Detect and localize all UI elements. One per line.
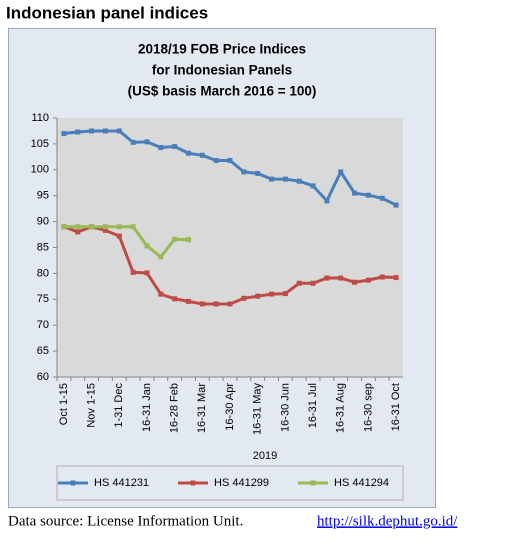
x-tick-label: 16-31 May: [252, 383, 264, 435]
y-tick-label: 90: [37, 216, 49, 228]
data-point: [365, 277, 371, 283]
data-point: [352, 190, 358, 196]
series-line: [63, 225, 189, 259]
chart-title: (US$ basis March 2016 = 100): [128, 84, 317, 99]
data-point: [255, 293, 261, 299]
plot-area: [57, 118, 403, 377]
data-point: [61, 131, 67, 137]
data-point: [158, 291, 164, 297]
x-tick-label: 16-31 Jan: [141, 383, 153, 432]
x-tick-label: 16-30 Apr: [224, 383, 236, 431]
y-tick-label: 110: [31, 112, 49, 124]
data-point: [296, 178, 302, 184]
x-tick-label: 16-31 Aug: [335, 383, 347, 433]
data-point: [172, 296, 178, 302]
legend-marker: [310, 480, 316, 486]
y-tick-label: 60: [37, 371, 49, 383]
x-axis-label: 2019: [253, 450, 277, 462]
data-point: [213, 157, 219, 163]
y-tick-label: 85: [37, 241, 49, 253]
data-point: [144, 139, 150, 145]
data-point: [213, 301, 219, 307]
x-tick-label: 16-30 Jun: [279, 383, 291, 432]
data-point: [324, 275, 330, 281]
x-tick-label: Oct 1-15: [58, 383, 70, 425]
data-point: [227, 301, 233, 307]
data-point: [255, 170, 261, 176]
y-tick-label: 100: [31, 164, 49, 176]
data-point: [158, 254, 164, 260]
data-point: [116, 128, 122, 134]
data-point: [130, 224, 136, 230]
legend-label: HS 441231: [94, 477, 149, 489]
x-tick-label: 16-31 Jul: [307, 383, 319, 428]
data-point: [75, 229, 81, 235]
data-point: [379, 274, 385, 280]
data-point: [172, 143, 178, 149]
data-point: [352, 279, 358, 285]
data-point: [227, 157, 233, 163]
y-tick-label: 105: [31, 138, 49, 150]
y-tick-label: 80: [37, 267, 49, 279]
data-point: [379, 195, 385, 201]
data-point: [310, 183, 316, 189]
x-tick-label: 16-30 sep: [362, 383, 374, 432]
y-tick-label: 65: [37, 345, 49, 357]
data-point: [199, 152, 205, 158]
data-point: [144, 270, 150, 276]
x-tick-label: 16-31 Mar: [196, 383, 208, 433]
data-point: [269, 291, 275, 297]
y-tick-label: 70: [37, 319, 49, 331]
data-point: [241, 295, 247, 301]
data-point: [102, 224, 108, 230]
data-point: [89, 224, 95, 230]
data-point: [393, 275, 399, 281]
legend-marker: [70, 480, 76, 486]
data-point: [296, 280, 302, 286]
legend-marker: [190, 480, 196, 486]
data-point: [365, 192, 371, 198]
data-point: [116, 224, 122, 230]
data-point: [241, 169, 247, 175]
data-point: [185, 237, 191, 243]
data-point: [130, 139, 136, 145]
data-point: [324, 198, 330, 204]
data-point: [393, 202, 399, 208]
data-point: [89, 128, 95, 134]
footer-text: Data source: License Information Unit.: [8, 513, 243, 529]
data-point: [102, 227, 108, 233]
chart-title: for Indonesian Panels: [152, 63, 292, 78]
y-tick-label: 95: [37, 190, 49, 202]
legend-box: [56, 465, 404, 501]
legend-label: HS 441299: [214, 477, 269, 489]
data-point: [144, 243, 150, 249]
data-point: [310, 280, 316, 286]
data-point: [185, 298, 191, 304]
x-tick-label: Nov 1-15: [86, 383, 98, 428]
x-tick-label: 16-28 Feb: [169, 383, 181, 433]
data-point: [185, 150, 191, 156]
chart-title: 2018/19 FOB Price Indices: [138, 42, 306, 57]
data-point: [199, 301, 205, 307]
x-tick-label: 1-31 Dec: [113, 383, 125, 428]
data-point: [158, 145, 164, 151]
heading: Indonesian panel indices: [6, 3, 208, 22]
data-point: [338, 275, 344, 281]
data-point: [269, 176, 275, 182]
x-tick-label: 16-31 Oct: [390, 383, 402, 431]
footer-link[interactable]: http://silk.dephut.go.id/: [317, 513, 458, 529]
data-point: [282, 176, 288, 182]
data-point: [130, 269, 136, 275]
y-tick-label: 75: [37, 293, 49, 305]
data-point: [116, 233, 122, 239]
data-point: [102, 128, 108, 134]
data-point: [75, 129, 81, 135]
data-point: [61, 224, 67, 230]
data-point: [338, 169, 344, 175]
legend-label: HS 441294: [334, 477, 389, 489]
data-point: [172, 236, 178, 242]
data-point: [282, 291, 288, 297]
data-point: [75, 224, 81, 230]
